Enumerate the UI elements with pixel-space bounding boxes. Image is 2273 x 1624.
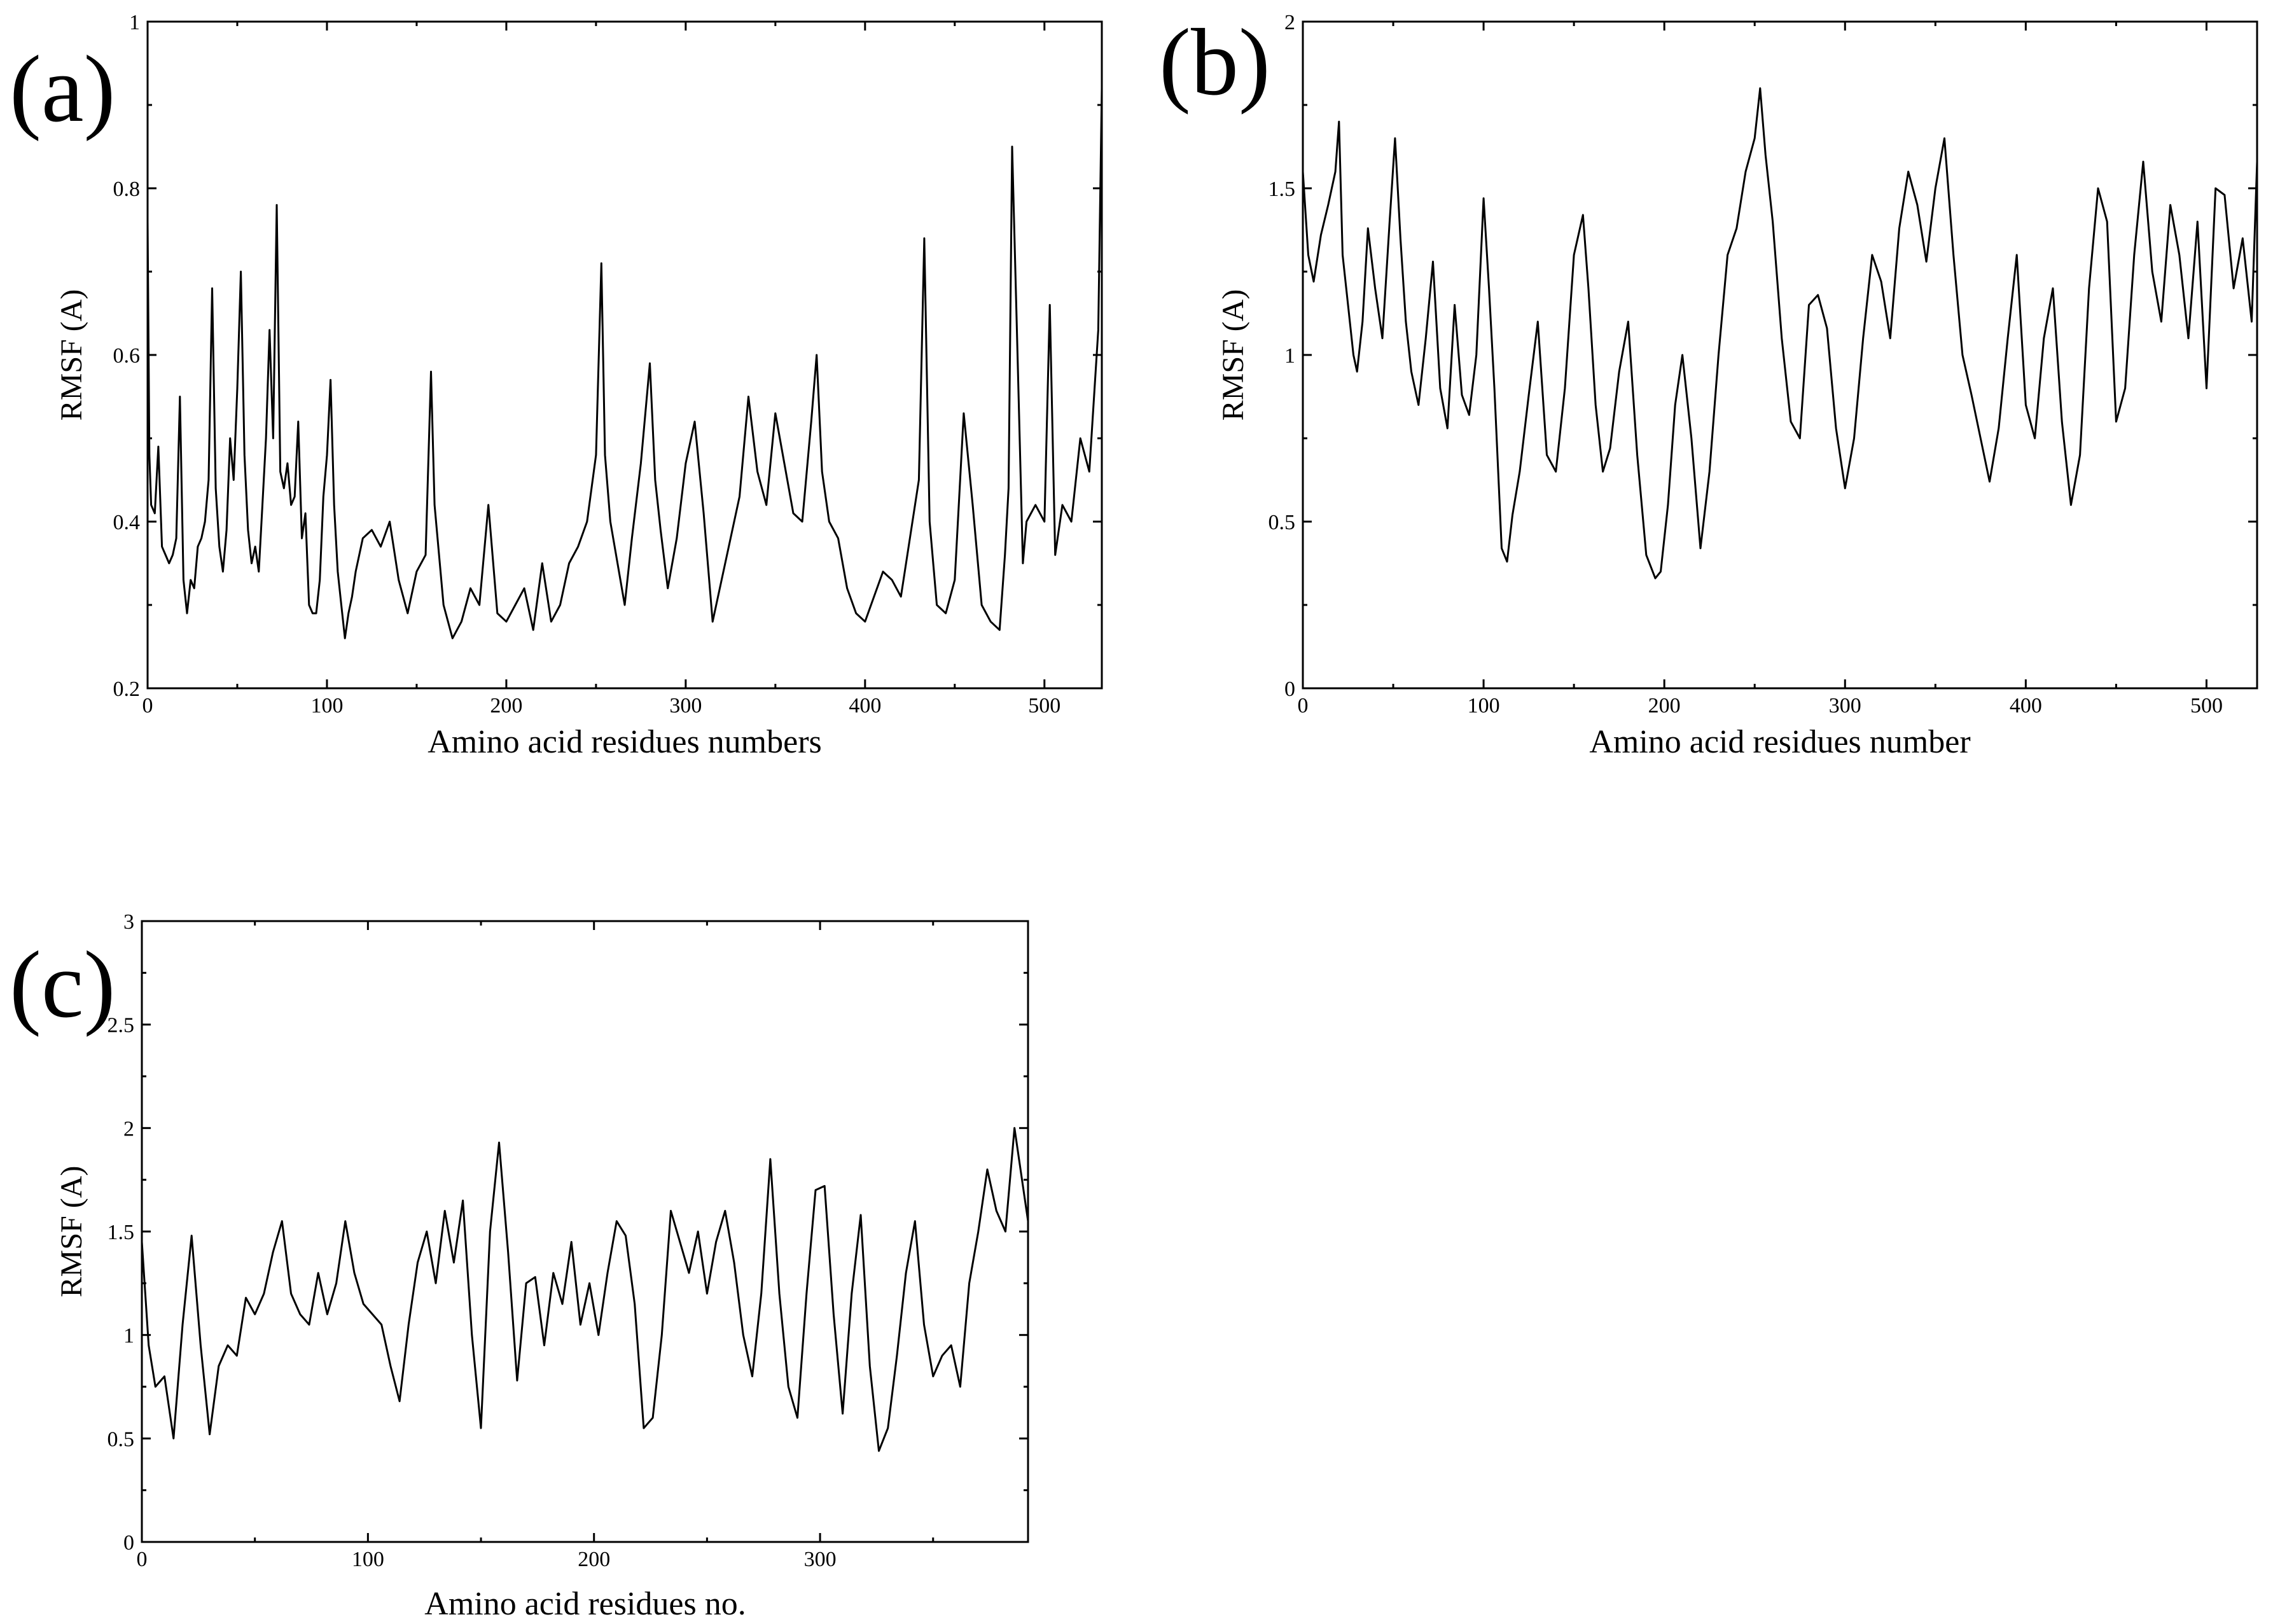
tick-labels-c: 0 100 200 300 0 0.5 1 1.5 2 2.5 3 xyxy=(108,910,837,1571)
x-tick-label-c: 0 xyxy=(137,1548,148,1571)
x-tick-label-a: 400 xyxy=(849,694,881,718)
ticks-c xyxy=(141,920,1028,1543)
x-axis-title-a: Amino acid residues numbers xyxy=(427,724,822,760)
y-tick-label-a: 1 xyxy=(129,11,140,34)
y-tick-label-a: 0.6 xyxy=(113,344,141,368)
x-tick-label-c: 100 xyxy=(352,1548,384,1571)
plot-area-a xyxy=(146,20,1103,690)
x-tick-label-b: 0 xyxy=(1298,694,1309,718)
panel-label-b: (b) xyxy=(1159,10,1270,115)
x-axis-title-b: Amino acid residues number xyxy=(1589,724,1970,760)
x-tick-label-b: 300 xyxy=(1829,694,1861,718)
y-tick-label-c: 0.5 xyxy=(108,1427,135,1451)
y-axis-title-c: RMSF (A) xyxy=(55,1166,88,1298)
x-tick-label-c: 200 xyxy=(578,1548,610,1571)
x-tick-label-a: 0 xyxy=(142,694,153,718)
y-tick-label-b: 1.5 xyxy=(1269,177,1296,201)
x-tick-label-c: 300 xyxy=(804,1548,837,1571)
x-tick-label-a: 200 xyxy=(490,694,522,718)
y-axis-title-a: RMSF (A) xyxy=(55,289,88,421)
x-tick-label-a: 100 xyxy=(310,694,343,718)
y-tick-label-c: 3 xyxy=(123,910,134,934)
y-tick-label-b: 0.5 xyxy=(1269,511,1296,534)
rmsf-trace-a xyxy=(146,88,1103,639)
y-tick-label-c: 0 xyxy=(123,1531,134,1555)
x-tick-label-a: 500 xyxy=(1028,694,1060,718)
ticks-b xyxy=(1302,20,2257,690)
panel-b: (b) 0 100 200 300 400 500 0 0.5 1 1.5 2 Amino acid… xyxy=(1159,10,2258,760)
y-tick-label-a: 0.4 xyxy=(113,511,141,534)
panel-c: (c) 0 100 200 300 0 0.5 1 1.5 2 2.5 3 Amino acid r… xyxy=(10,910,1029,1622)
y-tick-label-b: 2 xyxy=(1284,11,1295,34)
x-axis-title-c: Amino acid residues no. xyxy=(424,1586,746,1622)
y-axis-title-b: RMSF (A) xyxy=(1216,289,1250,421)
panel-label-a: (a) xyxy=(10,36,115,142)
tick-labels-a: 0 100 200 300 400 500 0.2 0.4 0.6 0.8 1 xyxy=(113,11,1061,718)
y-tick-label-b: 1 xyxy=(1284,344,1295,368)
y-tick-label-a: 0.2 xyxy=(113,677,141,701)
tick-labels-b: 0 100 200 300 400 500 0 0.5 1 1.5 2 xyxy=(1269,11,2223,718)
panel-a: (a) 0 100 200 300 400 500 0.2 0.4 0.6 0.8 1 Amino … xyxy=(10,11,1103,760)
x-tick-label-b: 500 xyxy=(2190,694,2223,718)
y-tick-label-c: 2 xyxy=(123,1117,134,1141)
panel-label-c: (c) xyxy=(10,932,115,1038)
y-tick-label-c: 1 xyxy=(123,1324,134,1348)
rmsf-trace-b xyxy=(1302,87,2258,580)
x-tick-label-b: 200 xyxy=(1648,694,1681,718)
y-tick-label-a: 0.8 xyxy=(113,177,141,201)
plot-area-c xyxy=(141,920,1029,1543)
y-tick-label-c: 1.5 xyxy=(108,1221,135,1244)
x-tick-label-b: 100 xyxy=(1468,694,1500,718)
ticks-a xyxy=(146,20,1102,690)
y-tick-label-b: 0 xyxy=(1284,677,1295,701)
x-tick-label-a: 300 xyxy=(669,694,702,718)
y-tick-label-c: 2.5 xyxy=(108,1014,135,1038)
x-tick-label-b: 400 xyxy=(2010,694,2042,718)
rmsf-trace-c xyxy=(141,1127,1029,1452)
